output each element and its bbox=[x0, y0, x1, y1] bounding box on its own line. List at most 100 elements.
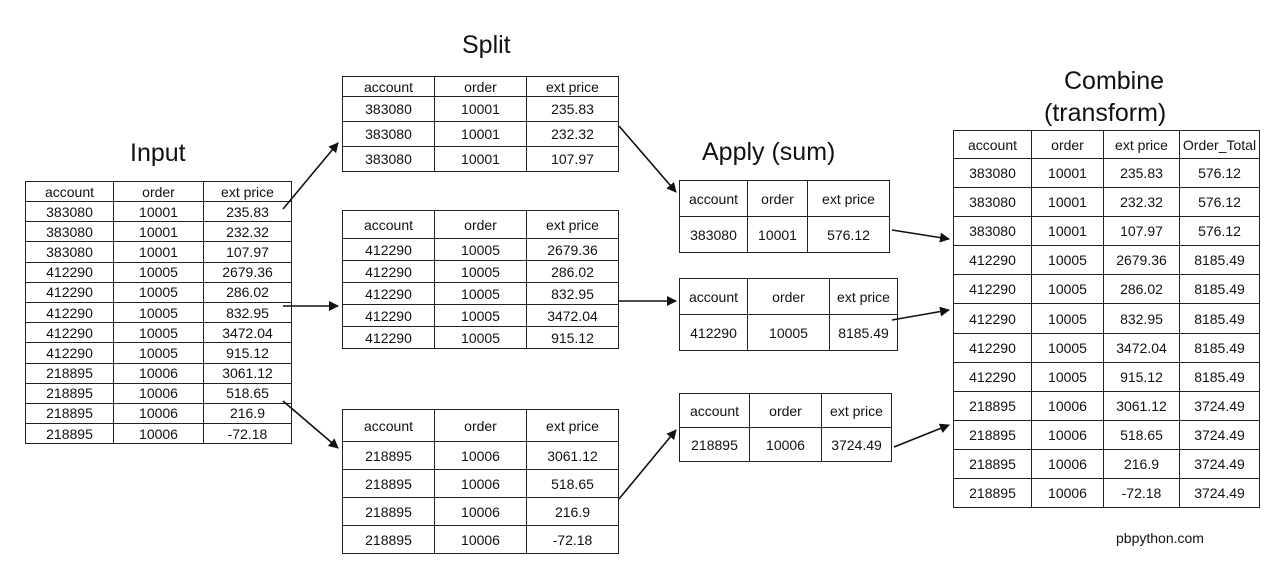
table-cell: 518.65 bbox=[526, 469, 619, 498]
table-row: 412290 10005 3472.04 bbox=[25, 322, 292, 344]
table-cell: 3724.49 bbox=[1179, 478, 1260, 509]
arrow-apply1-to-combine bbox=[891, 229, 950, 243]
table-row: 218895 10006 518.65 3724.49 bbox=[953, 419, 1260, 450]
combine-title-line2: (transform) bbox=[1044, 99, 1167, 127]
table-cell: 10001 bbox=[1031, 187, 1104, 218]
table-row: 412290 10005 286.02 bbox=[25, 281, 292, 303]
table-cell: 3472.04 bbox=[1103, 332, 1180, 363]
table-cell: 10006 bbox=[113, 402, 204, 425]
table-cell: 412290 bbox=[25, 322, 114, 344]
table-cell: 232.32 bbox=[1103, 187, 1180, 218]
table-cell: 10006 bbox=[1031, 390, 1104, 421]
table-cell: 10006 bbox=[434, 441, 527, 470]
table-cell: 832.95 bbox=[526, 282, 619, 305]
table-cell: 10001 bbox=[1031, 157, 1104, 189]
table-cell: 232.32 bbox=[526, 121, 619, 147]
table-row: 412290 10005 2679.36 bbox=[342, 238, 619, 261]
table-cell: 383080 bbox=[25, 221, 114, 243]
header-row: account order ext price bbox=[25, 181, 292, 202]
split-table-group-3: account order ext price 218895 10006 3061.12 2… bbox=[342, 409, 619, 554]
table-cell: 412290 bbox=[953, 274, 1032, 305]
split-table-group-2: account order ext price 412290 10005 2679.36 4… bbox=[342, 210, 619, 349]
table-cell: 3472.04 bbox=[526, 304, 619, 327]
header-row: account order ext price bbox=[679, 180, 890, 217]
table-cell: 10006 bbox=[434, 525, 527, 554]
table-row: 412290 10005 832.95 8185.49 bbox=[953, 303, 1260, 334]
table-row: 218895 10006 3061.12 3724.49 bbox=[953, 390, 1260, 421]
table-cell: 218895 bbox=[342, 525, 435, 554]
table-cell: 412290 bbox=[25, 281, 114, 303]
table-row: 383080 10001 235.83 bbox=[342, 96, 619, 122]
table-cell: 107.97 bbox=[1103, 216, 1180, 247]
column-header: account bbox=[679, 278, 748, 315]
table-cell: 915.12 bbox=[526, 326, 619, 349]
table-cell: 10006 bbox=[434, 469, 527, 498]
table-cell: 10005 bbox=[1031, 303, 1104, 334]
table-cell: 218895 bbox=[25, 382, 114, 404]
column-header: account bbox=[679, 393, 750, 428]
column-header: ext price bbox=[526, 76, 619, 97]
table-cell: 10005 bbox=[113, 281, 204, 303]
table-cell: 10005 bbox=[113, 301, 204, 324]
table-cell: 576.12 bbox=[1179, 157, 1260, 189]
column-header: account bbox=[953, 130, 1032, 159]
column-header: account bbox=[342, 409, 435, 442]
table-cell: 412290 bbox=[679, 314, 748, 351]
table-cell: 383080 bbox=[342, 96, 435, 122]
table-cell: 218895 bbox=[25, 402, 114, 425]
table-row: 383080 10001 107.97 576.12 bbox=[953, 216, 1260, 247]
table-cell: 383080 bbox=[953, 187, 1032, 218]
table-cell: 383080 bbox=[679, 216, 748, 253]
split-title: Split bbox=[462, 31, 511, 59]
table-cell: 2679.36 bbox=[203, 261, 292, 283]
table-row: 412290 10005 286.02 8185.49 bbox=[953, 274, 1260, 305]
table-cell: -72.18 bbox=[526, 525, 619, 554]
table-cell: 10001 bbox=[113, 221, 204, 243]
table-row: 218895 10006 3061.12 bbox=[342, 441, 619, 470]
table-row: 412290 10005 8185.49 bbox=[679, 314, 898, 351]
table-cell: 10005 bbox=[113, 342, 204, 364]
column-header: order bbox=[434, 409, 527, 442]
table-cell: 412290 bbox=[953, 332, 1032, 363]
table-cell: 412290 bbox=[953, 245, 1032, 276]
credit-text: pbpython.com bbox=[1116, 530, 1204, 546]
table-cell: 383080 bbox=[25, 200, 114, 223]
table-cell: 216.9 bbox=[526, 497, 619, 526]
table-row: 218895 10006 -72.18 3724.49 bbox=[953, 478, 1260, 509]
table-row: 218895 10006 -72.18 bbox=[342, 525, 619, 554]
table-cell: 235.83 bbox=[526, 96, 619, 122]
table-cell: 383080 bbox=[953, 216, 1032, 247]
table-cell: 576.12 bbox=[807, 216, 890, 253]
column-header: Order_Total bbox=[1179, 130, 1260, 159]
table-row: 412290 10005 2679.36 bbox=[25, 261, 292, 283]
table-cell: 2679.36 bbox=[526, 238, 619, 261]
column-header: ext price bbox=[526, 409, 619, 442]
table-cell: 518.65 bbox=[1103, 419, 1180, 450]
table-cell: 412290 bbox=[953, 361, 1032, 392]
header-row: account order ext price bbox=[679, 393, 892, 428]
table-cell: 10005 bbox=[113, 261, 204, 283]
table-row: 412290 10005 915.12 bbox=[25, 342, 292, 364]
column-header: ext price bbox=[203, 181, 292, 202]
table-cell: 218895 bbox=[679, 427, 750, 462]
table-row: 218895 10006 216.9 3724.49 bbox=[953, 448, 1260, 480]
table-cell: 10005 bbox=[1031, 332, 1104, 363]
table-cell: 412290 bbox=[25, 342, 114, 364]
table-cell: -72.18 bbox=[1103, 478, 1180, 509]
table-row: 383080 10001 232.32 bbox=[342, 121, 619, 147]
table-row: 412290 10005 832.95 bbox=[342, 282, 619, 305]
table-cell: 10005 bbox=[434, 326, 527, 349]
table-cell: 3472.04 bbox=[203, 322, 292, 344]
column-header: order bbox=[747, 180, 808, 217]
table-cell: 216.9 bbox=[203, 402, 292, 425]
table-cell: 10006 bbox=[434, 497, 527, 526]
table-row: 412290 10005 915.12 8185.49 bbox=[953, 361, 1260, 392]
table-cell: 383080 bbox=[342, 121, 435, 147]
table-cell: 10001 bbox=[434, 146, 527, 172]
table-cell: 2679.36 bbox=[1103, 245, 1180, 276]
column-header: ext price bbox=[526, 210, 619, 239]
header-row: account order ext price bbox=[342, 210, 619, 239]
table-cell: 518.65 bbox=[203, 382, 292, 404]
table-cell: 235.83 bbox=[203, 200, 292, 223]
table-cell: 3061.12 bbox=[203, 362, 292, 384]
